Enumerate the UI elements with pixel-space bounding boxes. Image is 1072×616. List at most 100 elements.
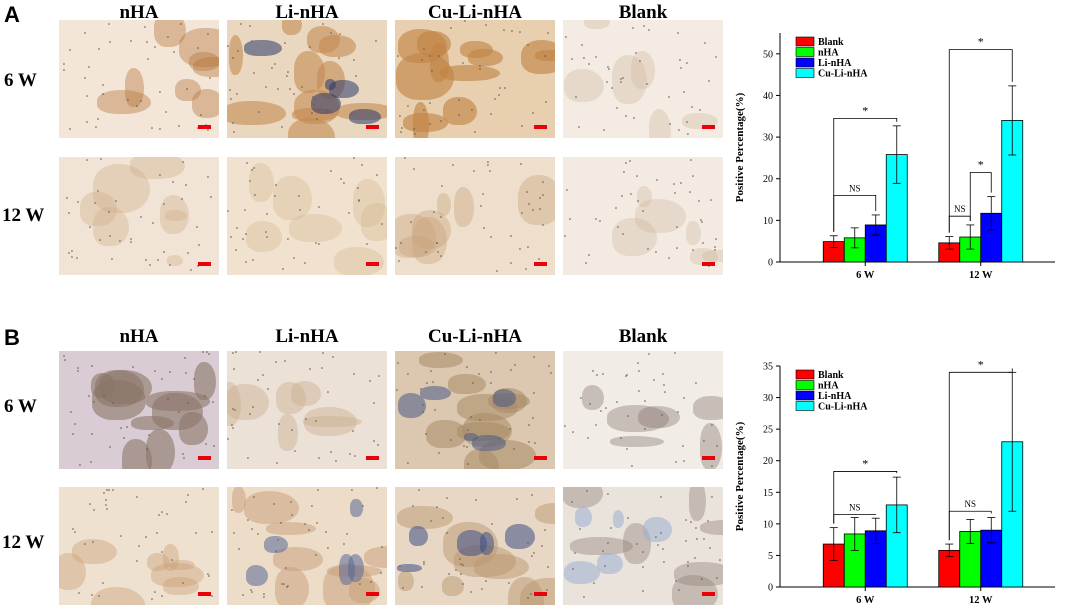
cell-dot — [231, 351, 234, 354]
cell-dot — [625, 373, 628, 376]
cell-dot — [365, 242, 368, 245]
stain-region — [333, 247, 384, 275]
cell-dot — [582, 596, 585, 599]
cell-dot — [83, 542, 86, 545]
stain-region — [231, 487, 247, 514]
cell-dot — [237, 547, 240, 550]
micrograph-b-12w-li-nha — [227, 487, 387, 605]
cell-dot — [84, 32, 87, 35]
stain-region — [266, 522, 317, 535]
cell-dot — [461, 564, 464, 567]
cell-dot — [97, 117, 100, 120]
cell-dot — [242, 238, 245, 241]
legend-label: Cu-Li-nHA — [818, 69, 868, 80]
cell-dot — [629, 160, 632, 163]
cell-dot — [425, 251, 428, 254]
cell-dot — [519, 247, 522, 250]
cell-dot — [187, 494, 190, 497]
cell-dot — [376, 487, 379, 490]
cell-dot — [135, 560, 138, 563]
cell-dot — [257, 378, 260, 381]
cell-dot — [531, 112, 534, 115]
cell-dot — [459, 563, 462, 566]
dark-stain-region — [408, 525, 428, 546]
cell-dot — [636, 199, 639, 202]
cell-dot — [66, 197, 69, 200]
cell-dot — [68, 49, 71, 52]
cell-dot — [478, 372, 481, 375]
cell-dot — [530, 554, 533, 557]
cell-dot — [169, 371, 172, 374]
dark-stain-region — [348, 108, 381, 124]
cell-dot — [403, 157, 406, 160]
cell-dot — [62, 63, 65, 66]
scale-bar — [702, 262, 715, 266]
cell-dot — [144, 536, 147, 539]
cell-dot — [77, 200, 80, 203]
cell-dot — [530, 493, 533, 496]
cell-dot — [682, 396, 685, 399]
stain-region — [189, 52, 219, 71]
cell-dot — [571, 58, 574, 60]
cell-dot — [98, 238, 101, 241]
cell-dot — [310, 504, 313, 507]
stain-region — [701, 250, 723, 263]
cell-dot — [292, 256, 295, 259]
cell-dot — [276, 88, 279, 91]
cell-dot — [102, 492, 105, 495]
cell-dot — [431, 381, 434, 384]
cell-dot — [462, 444, 465, 447]
micrograph-b-6w-nha — [59, 351, 219, 469]
cell-dot — [233, 368, 236, 371]
cell-dot — [690, 106, 693, 109]
stain-region — [463, 448, 499, 469]
legend-label: Blank — [818, 370, 844, 381]
stain-region — [146, 553, 171, 571]
stain-region — [191, 89, 219, 119]
dark-stain-region — [245, 565, 268, 586]
cell-dot — [691, 175, 694, 178]
cell-dot — [353, 372, 356, 375]
cell-dot — [673, 192, 676, 195]
cell-dot — [184, 501, 187, 504]
legend-label: Li-nHA — [818, 58, 852, 69]
cell-dot — [92, 400, 95, 403]
cell-dot — [201, 488, 204, 491]
cell-dot — [401, 586, 404, 589]
legend-label: nHA — [818, 381, 839, 392]
cell-dot — [376, 174, 379, 177]
cell-dot — [711, 464, 714, 467]
stain-region — [440, 65, 500, 81]
cell-dot — [312, 96, 315, 99]
cell-dot — [478, 67, 481, 70]
cell-dot — [102, 84, 105, 87]
stain-region — [291, 380, 322, 406]
cell-dot — [172, 51, 175, 54]
cell-dot — [675, 246, 678, 249]
cell-dot — [229, 97, 232, 100]
cell-dot — [289, 87, 292, 90]
cell-dot — [714, 246, 717, 249]
cell-dot — [264, 231, 267, 234]
cell-dot — [186, 252, 189, 255]
cell-dot — [587, 437, 590, 440]
cell-dot — [542, 223, 545, 226]
cell-dot — [275, 184, 277, 187]
cell-dot — [210, 594, 213, 597]
cell-dot — [304, 523, 307, 526]
cell-dot — [675, 579, 678, 582]
cell-dot — [112, 401, 115, 404]
cell-dot — [423, 108, 426, 111]
cell-dot — [165, 111, 168, 114]
cell-dot — [647, 28, 650, 31]
cell-dot — [313, 98, 316, 101]
cell-dot — [315, 420, 318, 423]
cell-dot — [589, 403, 592, 406]
significance-label: * — [862, 456, 868, 470]
stain-region — [178, 27, 219, 68]
cell-dot — [464, 20, 467, 23]
cell-dot — [599, 219, 602, 222]
cell-dot — [197, 243, 200, 246]
cell-dot — [236, 49, 239, 52]
cell-dot — [708, 80, 711, 83]
